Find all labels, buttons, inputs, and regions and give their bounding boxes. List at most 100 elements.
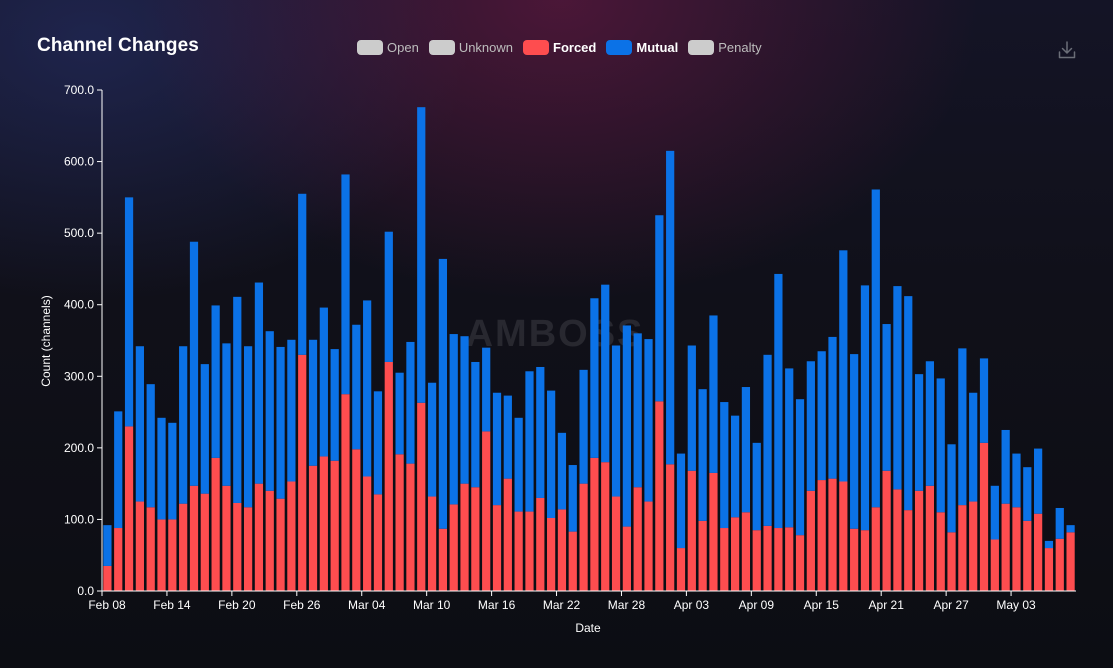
bar-mutual-22[interactable] [341,174,350,395]
bar-forced-61[interactable] [763,525,772,591]
bar-forced-62[interactable] [774,528,783,591]
bar-forced-15[interactable] [265,490,274,591]
bar-mutual-70[interactable] [860,285,870,531]
bar-mutual-32[interactable] [449,334,458,505]
bar-mutual-88[interactable] [1055,507,1064,539]
bar-forced-16[interactable] [276,498,285,591]
bar-forced-88[interactable] [1055,538,1064,591]
bar-forced-24[interactable] [363,476,372,591]
legend-item-open[interactable]: Open [357,39,419,55]
bar-forced-22[interactable] [341,394,350,591]
bar-mutual-38[interactable] [514,417,523,512]
bar-forced-7[interactable] [179,503,188,591]
bar-mutual-54[interactable] [687,345,696,471]
bar-forced-80[interactable] [969,501,978,591]
bar-mutual-11[interactable] [222,343,231,486]
bar-mutual-62[interactable] [774,273,783,529]
bar-mutual-28[interactable] [406,341,415,464]
bar-mutual-65[interactable] [806,361,815,491]
bar-forced-69[interactable] [850,528,859,591]
bar-mutual-7[interactable] [179,346,188,504]
bar-forced-2[interactable] [124,426,134,591]
bar-mutual-8[interactable] [189,241,199,486]
bar-mutual-40[interactable] [536,366,545,498]
bar-mutual-66[interactable] [817,351,826,481]
bar-forced-0[interactable] [103,565,112,591]
bar-forced-34[interactable] [471,487,480,591]
bar-mutual-2[interactable] [124,197,134,427]
bar-forced-3[interactable] [135,501,144,591]
bar-mutual-42[interactable] [557,432,567,510]
bar-forced-36[interactable] [492,505,502,591]
bar-forced-9[interactable] [200,493,209,591]
bar-mutual-63[interactable] [785,368,794,528]
legend-item-forced[interactable]: Forced [523,39,596,55]
bar-forced-37[interactable] [503,478,512,591]
bar-mutual-41[interactable] [547,390,556,518]
bar-forced-76[interactable] [925,485,935,591]
bar-mutual-83[interactable] [1001,429,1010,504]
bar-mutual-45[interactable] [590,298,599,458]
bar-mutual-82[interactable] [990,485,999,540]
bar-mutual-60[interactable] [752,442,761,531]
bar-mutual-50[interactable] [644,339,653,502]
bar-forced-48[interactable] [622,526,631,591]
bar-forced-83[interactable] [1001,503,1010,591]
bar-forced-35[interactable] [482,431,491,591]
bar-mutual-21[interactable] [330,349,339,461]
bar-forced-53[interactable] [676,548,686,591]
bar-forced-51[interactable] [655,401,664,591]
bar-forced-4[interactable] [146,507,155,591]
bar-forced-86[interactable] [1034,513,1043,591]
bar-forced-67[interactable] [828,478,837,591]
bar-mutual-46[interactable] [601,284,610,463]
bar-mutual-15[interactable] [265,331,274,491]
bar-mutual-9[interactable] [200,364,209,494]
bar-forced-70[interactable] [860,530,870,591]
bar-forced-63[interactable] [785,527,794,591]
bar-mutual-16[interactable] [276,346,285,499]
bar-mutual-52[interactable] [666,150,675,465]
bar-mutual-19[interactable] [308,339,318,466]
bar-forced-75[interactable] [914,490,924,591]
bar-mutual-71[interactable] [871,189,880,508]
bar-mutual-73[interactable] [893,286,902,490]
bar-mutual-55[interactable] [698,389,707,521]
bar-forced-27[interactable] [395,454,404,591]
bar-forced-60[interactable] [752,530,761,591]
bar-mutual-68[interactable] [839,250,848,482]
bar-forced-79[interactable] [958,505,967,591]
bar-forced-81[interactable] [979,442,989,591]
bar-mutual-30[interactable] [427,382,437,497]
bar-mutual-56[interactable] [709,315,718,473]
bar-mutual-20[interactable] [319,307,328,457]
download-icon[interactable] [1058,40,1076,60]
bar-mutual-69[interactable] [850,354,859,529]
bar-mutual-3[interactable] [135,346,144,502]
bar-forced-18[interactable] [298,354,307,591]
legend-item-penalty[interactable]: Penalty [688,39,762,55]
bar-mutual-4[interactable] [146,384,155,508]
bar-mutual-59[interactable] [741,387,751,513]
bar-mutual-64[interactable] [795,399,805,536]
bar-forced-57[interactable] [720,528,729,591]
bar-forced-40[interactable] [536,497,545,591]
bar-mutual-48[interactable] [622,325,631,527]
bar-forced-41[interactable] [547,518,556,591]
bar-mutual-36[interactable] [492,392,502,506]
bar-forced-58[interactable] [730,517,740,591]
bar-mutual-14[interactable] [254,282,264,484]
bar-mutual-43[interactable] [568,465,577,532]
bar-forced-17[interactable] [287,481,296,592]
bar-mutual-78[interactable] [947,444,956,533]
bar-mutual-13[interactable] [243,346,253,508]
bar-mutual-87[interactable] [1044,540,1054,549]
bar-forced-77[interactable] [936,512,945,591]
bar-mutual-29[interactable] [417,107,426,403]
bar-forced-46[interactable] [601,462,610,591]
bar-mutual-53[interactable] [676,453,686,549]
bar-mutual-47[interactable] [611,345,621,497]
bar-mutual-58[interactable] [730,415,740,518]
bar-forced-25[interactable] [373,494,383,591]
bar-mutual-23[interactable] [352,324,361,450]
